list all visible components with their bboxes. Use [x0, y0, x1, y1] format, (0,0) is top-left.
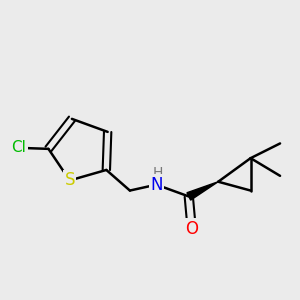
- Text: O: O: [185, 220, 198, 238]
- Text: N: N: [150, 176, 163, 194]
- Text: H: H: [153, 166, 163, 180]
- Text: Cl: Cl: [12, 140, 26, 155]
- Polygon shape: [187, 182, 218, 200]
- Text: S: S: [64, 171, 75, 189]
